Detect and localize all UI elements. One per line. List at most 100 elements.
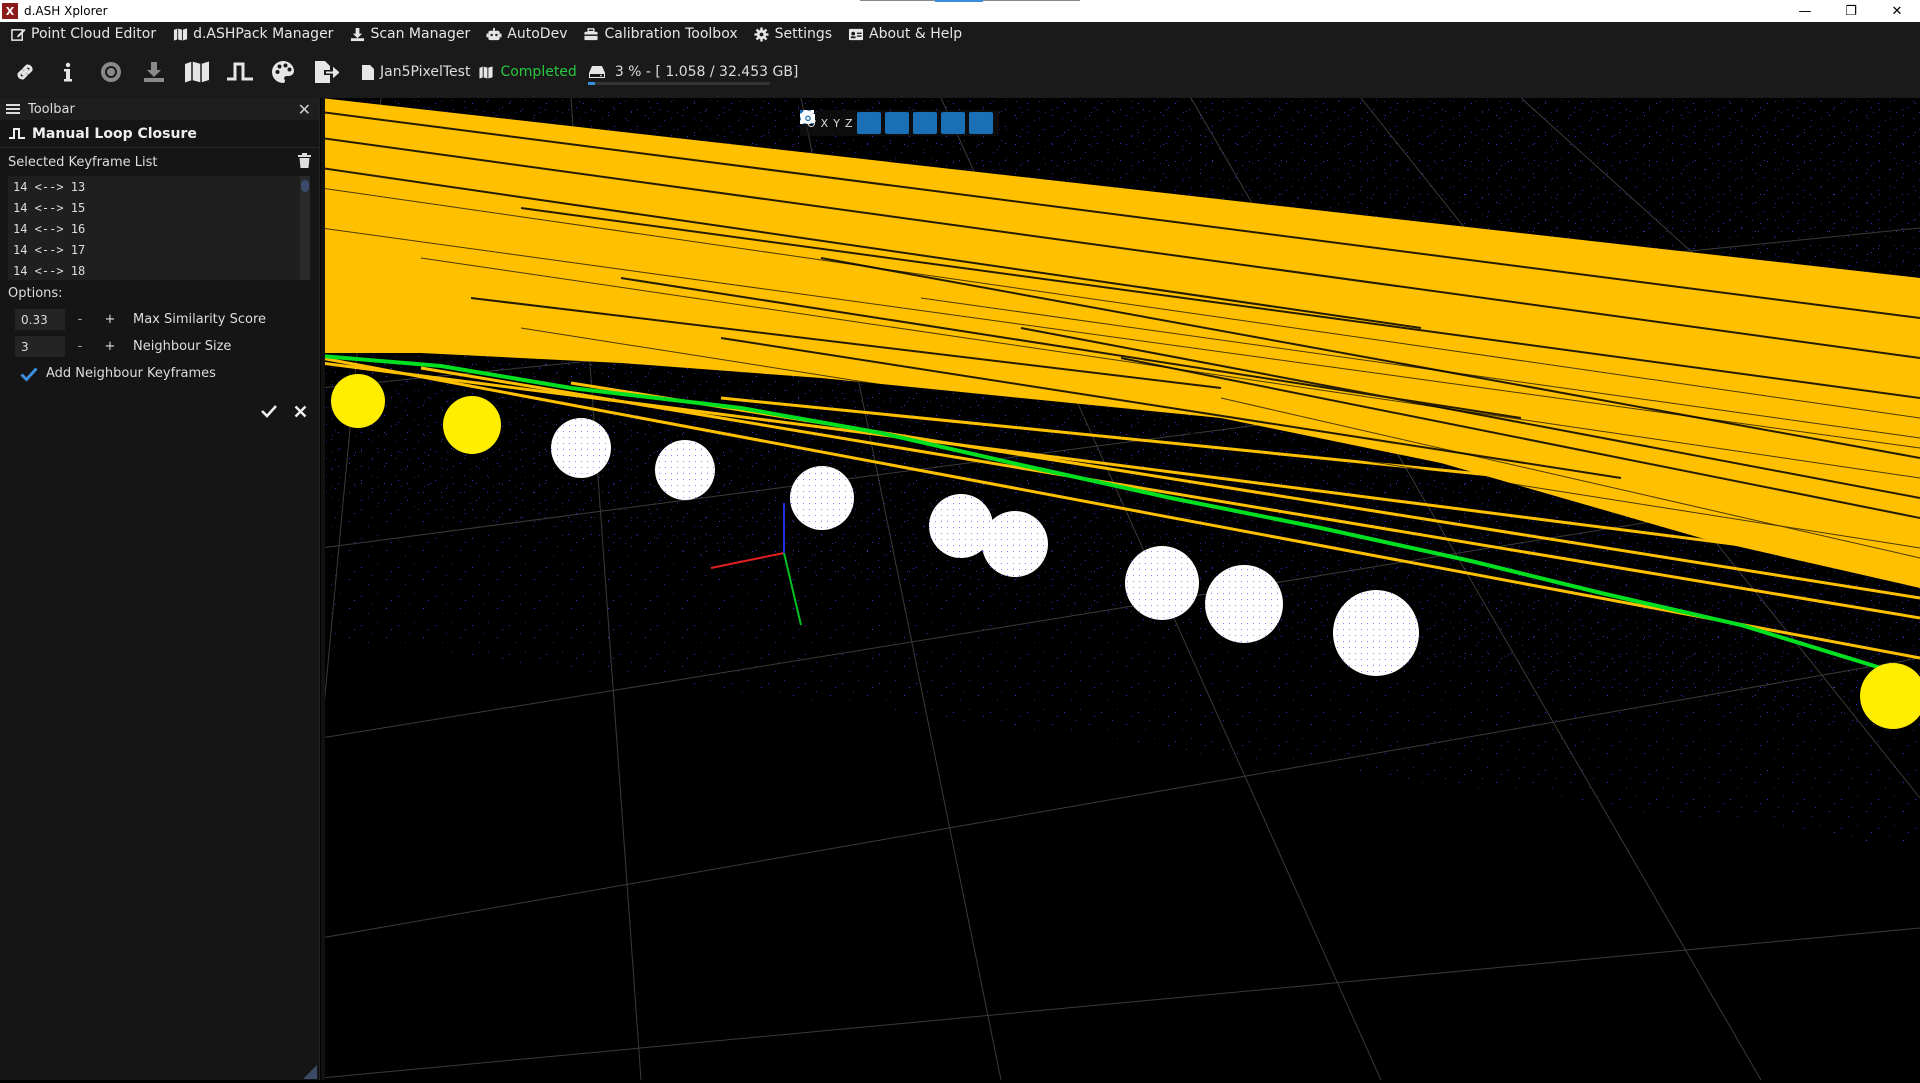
view-z-button[interactable]: Z <box>800 110 853 136</box>
trash-icon[interactable] <box>298 152 311 172</box>
minimize-button[interactable]: — <box>1798 3 1812 19</box>
file-icon <box>362 64 374 80</box>
keyframe-node[interactable] <box>1125 546 1199 620</box>
menu-label: About & Help <box>869 26 963 42</box>
view-toolbar: O X Y Z <box>800 110 999 136</box>
menu-settings[interactable]: Settings <box>744 22 838 46</box>
neighbour-size-increment-button[interactable]: + <box>104 339 116 354</box>
add-neighbour-row[interactable]: Add Neighbour Keyframes <box>0 360 319 387</box>
project-name: Jan5PixelTest <box>380 64 471 80</box>
hamburger-icon[interactable] <box>6 104 20 114</box>
keyframe-node[interactable] <box>982 511 1048 577</box>
menu-autodev[interactable]: AutoDev <box>476 22 573 46</box>
axis-label: Z <box>844 116 853 130</box>
window-controls: — ❐ ✕ <box>1782 0 1920 22</box>
add-neighbour-checkbox[interactable] <box>20 365 38 383</box>
restore-button[interactable]: ❐ <box>1845 3 1857 19</box>
loop-closure-icon <box>227 62 253 81</box>
grid-toggle-button[interactable] <box>800 110 881 134</box>
origin-axes-gizmo <box>710 503 802 626</box>
keyframe-pair-item[interactable]: 14 <--> 18 <box>13 263 86 278</box>
keyframe-pair-item[interactable]: 14 <--> 15 <box>13 200 86 215</box>
menu-label: Point Cloud Editor <box>31 26 157 42</box>
neighbour-size-row: - + Neighbour Size <box>0 333 319 360</box>
confirm-button[interactable] <box>258 400 280 422</box>
view-y-button[interactable]: Y <box>800 110 840 136</box>
cancel-button[interactable] <box>289 400 311 422</box>
keyframe-node[interactable] <box>1333 590 1419 676</box>
selected-keyframe[interactable] <box>443 396 501 454</box>
menu-calibration-toolbox[interactable]: Calibration Toolbox <box>573 22 743 46</box>
compass-button[interactable] <box>800 110 909 134</box>
keyframe-list[interactable]: 14 <--> 13 14 <--> 15 14 <--> 16 14 <-->… <box>8 176 310 280</box>
scrollbar-thumb[interactable] <box>301 180 309 192</box>
disk-usage-bar <box>588 82 770 85</box>
menu-about-help[interactable]: About & Help <box>838 22 968 46</box>
close-icon[interactable]: ✕ <box>297 100 311 119</box>
band-streaks <box>321 111 1920 519</box>
panel-header: Toolbar ✕ <box>0 98 319 120</box>
keyframe-node[interactable] <box>790 466 854 530</box>
menu-scan-manager[interactable]: Scan Manager <box>339 22 476 46</box>
view-x-button[interactable]: X <box>800 110 828 136</box>
keyframe-node[interactable] <box>655 440 715 500</box>
record-toggle-button[interactable] <box>800 110 937 134</box>
neighbour-size-decrement-button[interactable]: - <box>77 339 83 354</box>
max-similarity-decrement-button[interactable]: - <box>77 312 83 327</box>
resize-grip-icon[interactable] <box>303 1064 317 1079</box>
id-card-icon <box>848 26 864 42</box>
title-bar: X d.ASH Xplorer — ❐ ✕ <box>0 0 1920 22</box>
window-title: d.ASH Xplorer <box>24 4 108 18</box>
gear-icon <box>754 26 770 42</box>
keyframe-list-label: Selected Keyframe List <box>8 154 158 170</box>
info-button[interactable] <box>48 52 88 92</box>
section-title: Manual Loop Closure <box>32 125 197 142</box>
record-icon <box>101 62 121 82</box>
loop-closure-button[interactable] <box>220 52 260 92</box>
download-button[interactable] <box>134 52 174 92</box>
loop-closure-lines <box>321 116 1920 660</box>
info-icon <box>64 62 72 82</box>
menu-label: AutoDev <box>507 26 568 42</box>
close-button[interactable]: ✕ <box>1891 3 1903 19</box>
menu-label: Calibration Toolbox <box>604 26 738 42</box>
keyframe-list-scrollbar[interactable] <box>300 176 310 280</box>
max-similarity-input[interactable] <box>15 309 65 330</box>
screenshot-button[interactable] <box>801 112 993 134</box>
palette-button[interactable] <box>263 52 303 92</box>
keyframe-node[interactable] <box>1205 565 1283 643</box>
selected-keyframe[interactable] <box>331 374 385 428</box>
menu-label: Settings <box>774 26 833 42</box>
export-button[interactable] <box>306 52 346 92</box>
title-progress-fill <box>935 0 983 2</box>
keyframe-pair-item[interactable]: 14 <--> 16 <box>13 221 86 236</box>
menu-point-cloud-editor[interactable]: Point Cloud Editor <box>0 22 162 46</box>
selected-keyframe[interactable] <box>1860 663 1920 729</box>
robot-icon <box>486 26 502 42</box>
loop-closure-toggle-button[interactable] <box>800 111 965 134</box>
menu-dashpack-manager[interactable]: d.ASHPack Manager <box>162 22 339 46</box>
status-group: Jan5PixelTest Completed 3 % - [ 1.058 / … <box>354 46 798 98</box>
max-similarity-increment-button[interactable]: + <box>104 312 116 327</box>
app-logo-icon: X <box>2 3 18 19</box>
record-button[interactable] <box>91 52 131 92</box>
hard-drive-icon <box>588 65 605 79</box>
keyframe-pair-item[interactable]: 14 <--> 13 <box>13 179 86 194</box>
confirm-row <box>0 400 320 424</box>
download-icon <box>144 62 164 82</box>
keyframe-node[interactable] <box>551 418 611 478</box>
point-cloud-viewport[interactable]: O X Y Z <box>321 98 1920 1080</box>
map-button[interactable] <box>177 52 217 92</box>
main-toolbar: Jan5PixelTest Completed 3 % - [ 1.058 / … <box>0 46 1920 98</box>
neighbour-size-input[interactable] <box>15 336 65 357</box>
export-icon <box>315 61 339 83</box>
keyframe-pair-item[interactable]: 14 <--> 17 <box>13 242 86 257</box>
link-button[interactable] <box>5 52 45 92</box>
link-icon <box>17 64 33 80</box>
scene-canvas <box>321 98 1920 1080</box>
map-icon <box>185 61 209 83</box>
loop-closure-icon <box>8 127 26 141</box>
map-icon <box>478 65 494 80</box>
menu-label: d.ASHPack Manager <box>193 26 334 42</box>
keyframe-node[interactable] <box>929 494 993 558</box>
